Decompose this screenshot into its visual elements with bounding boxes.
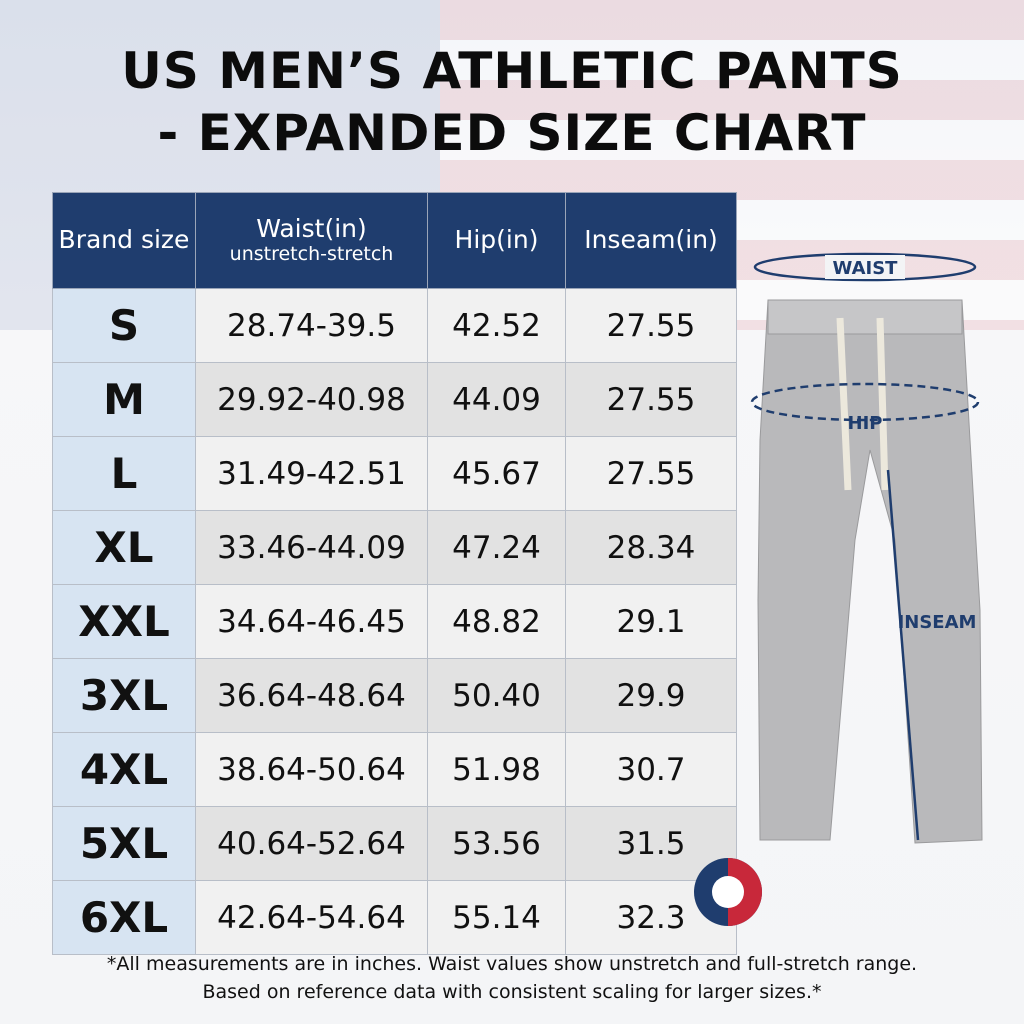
header-row: Brand size Waist(in) unstretch-stretch Hip(… xyxy=(52,192,737,289)
header-title: Waist(in) xyxy=(256,214,367,244)
logo-right xyxy=(728,858,762,926)
value-cell: 36.64-48.64 xyxy=(195,658,428,733)
size-cell: M xyxy=(52,362,196,437)
table-row: L 31.49-42.51 45.67 27.55 xyxy=(52,436,737,511)
size-cell: 6XL xyxy=(52,880,196,955)
size-cell: XL xyxy=(52,510,196,585)
size-cell: 4XL xyxy=(52,732,196,807)
value-cell: 48.82 xyxy=(427,584,566,659)
logo-center xyxy=(712,876,744,908)
inseam-label: INSEAM xyxy=(898,612,977,633)
value-cell: 29.92-40.98 xyxy=(195,362,428,437)
column-header: Inseam(in) xyxy=(565,192,737,289)
column-header: Hip(in) xyxy=(427,192,566,289)
waist-guide xyxy=(753,252,977,282)
hip-guide xyxy=(750,382,980,422)
value-cell: 31.49-42.51 xyxy=(195,436,428,511)
value-cell: 53.56 xyxy=(427,806,566,881)
value-cell: 28.34 xyxy=(565,510,737,585)
size-cell: XXL xyxy=(52,584,196,659)
title: - EXPANDED SIZE CHART xyxy=(157,104,867,162)
size-table: Brand size Waist(in) unstretch-stretch Hip(… xyxy=(52,192,737,955)
value-cell: 51.98 xyxy=(427,732,566,807)
size-cell: 5XL xyxy=(52,806,196,881)
value-cell: 27.55 xyxy=(565,288,737,363)
value-cell: 40.64-52.64 xyxy=(195,806,428,881)
value-cell: 34.64-46.45 xyxy=(195,584,428,659)
table-row: 5XL 40.64-52.64 53.56 31.5 xyxy=(52,806,737,881)
header-title: Brand size xyxy=(58,225,190,255)
drawstring xyxy=(836,317,889,491)
column-header: Brand size xyxy=(52,192,196,289)
header-subtitle: unstretch-stretch xyxy=(229,242,394,265)
footnote: *All measurements are in inches. Waist v… xyxy=(106,953,918,975)
table-row: XXL 34.64-46.45 48.82 29.1 xyxy=(52,584,737,659)
value-cell: 27.55 xyxy=(565,362,737,437)
table-row: 3XL 36.64-48.64 50.40 29.9 xyxy=(52,658,737,733)
logo xyxy=(694,858,762,926)
value-cell: 28.74-39.5 xyxy=(195,288,428,363)
waistband xyxy=(767,299,963,335)
footnote: Based on reference data with consistent … xyxy=(202,981,822,1003)
header-title: Hip(in) xyxy=(454,225,539,255)
value-cell: 29.9 xyxy=(565,658,737,733)
value-cell: 55.14 xyxy=(427,880,566,955)
waist-label: WAIST xyxy=(833,258,899,279)
table-row: XL 33.46-44.09 47.24 28.34 xyxy=(52,510,737,585)
header-title: Inseam(in) xyxy=(584,225,718,255)
size-cell: S xyxy=(52,288,196,363)
value-cell: 38.64-50.64 xyxy=(195,732,428,807)
table-row: S 28.74-39.5 42.52 27.55 xyxy=(52,288,737,363)
table-body: S 28.74-39.5 42.52 27.55 M 29.92-40.98 44.09 27… xyxy=(52,288,737,955)
table-row: 4XL 38.64-50.64 51.98 30.7 xyxy=(52,732,737,807)
pants-diagram: WAIST HIP INSEAM xyxy=(750,252,983,844)
value-cell: 42.52 xyxy=(427,288,566,363)
hip-label: HIP xyxy=(848,413,883,434)
value-cell: 50.40 xyxy=(427,658,566,733)
size-cell: L xyxy=(52,436,196,511)
value-cell: 47.24 xyxy=(427,510,566,585)
table-row: M 29.92-40.98 44.09 27.55 xyxy=(52,362,737,437)
table-row: 6XL 42.64-54.64 55.14 32.3 xyxy=(52,880,737,955)
label-bg xyxy=(825,255,905,279)
column-header: Waist(in) unstretch-stretch xyxy=(195,192,428,289)
value-cell: 30.7 xyxy=(565,732,737,807)
value-cell: 27.55 xyxy=(565,436,737,511)
value-cell: 45.67 xyxy=(427,436,566,511)
inseam-guide xyxy=(886,469,920,841)
title: US MEN’S ATHLETIC PANTS xyxy=(121,42,903,100)
value-cell: 29.1 xyxy=(565,584,737,659)
size-cell: 3XL xyxy=(52,658,196,733)
pants xyxy=(757,299,983,844)
value-cell: 33.46-44.09 xyxy=(195,510,428,585)
value-cell: 42.64-54.64 xyxy=(195,880,428,955)
value-cell: 44.09 xyxy=(427,362,566,437)
